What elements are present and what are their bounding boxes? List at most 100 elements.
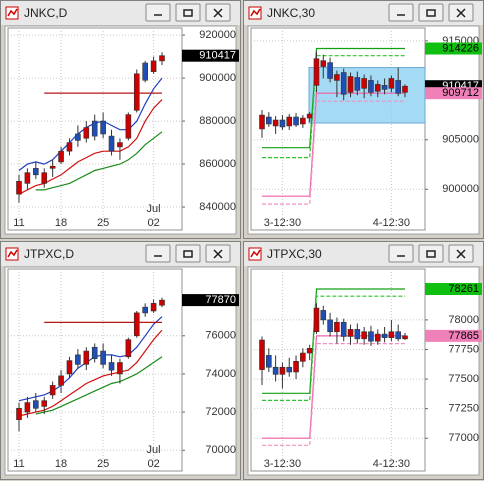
candle-body [272, 119, 279, 127]
candle-body [354, 329, 361, 340]
plot-frame [250, 27, 426, 231]
y-tick-label: 72000 [205, 406, 236, 418]
candle-body [361, 78, 367, 89]
candle-body [354, 77, 361, 91]
x-tick-label: 18 [55, 217, 67, 229]
restore-button-face[interactable] [418, 3, 444, 22]
close-button-glyph[interactable] [456, 249, 466, 259]
indicator-line [18, 329, 163, 417]
candle-body [150, 303, 157, 312]
candle-body [159, 299, 165, 306]
y-tick-label: 70000 [205, 444, 236, 456]
candle-body [108, 362, 115, 371]
candle-body [66, 360, 73, 375]
minimize-button-face[interactable] [145, 3, 171, 22]
candle-body [395, 80, 401, 94]
close-button[interactable] [448, 244, 474, 263]
minimize-button-face[interactable] [388, 3, 414, 22]
minimize-button-face[interactable] [388, 244, 414, 263]
y-tick-label: 860000 [199, 158, 236, 170]
candle-body [117, 142, 123, 148]
close-button-glyph[interactable] [456, 8, 466, 18]
y-tick-label: 920000 [199, 29, 236, 41]
restore-button[interactable] [175, 3, 201, 22]
restore-button-glyph[interactable] [183, 9, 193, 17]
candle-body [368, 331, 374, 342]
candle-body [368, 80, 374, 93]
x-tick-label: 11 [13, 217, 24, 229]
y-tick-label: 77000 [448, 432, 479, 444]
minimize-button[interactable] [388, 244, 414, 263]
candle-body [286, 116, 293, 127]
y-tick-label: 77250 [448, 403, 479, 415]
candle-body [58, 150, 64, 163]
candle-body [159, 55, 165, 62]
restore-button-glyph[interactable] [426, 250, 436, 258]
candle-body [327, 62, 333, 79]
candle-body [340, 72, 347, 95]
candle-body [388, 78, 395, 89]
plot-frame [250, 268, 426, 472]
candle-body [293, 361, 299, 373]
candle-body [279, 119, 286, 128]
candle-body [24, 402, 31, 413]
month-label: Jul [147, 444, 161, 456]
candle-body [293, 116, 299, 126]
x-tick-label: 4-12:30 [373, 217, 410, 229]
candle-body [279, 366, 286, 375]
y-tick-label: 74000 [205, 368, 236, 380]
close-button-glyph[interactable] [213, 8, 223, 18]
restore-button-face[interactable] [175, 3, 201, 22]
window-icon-glyph [7, 8, 18, 17]
candle-body [306, 113, 313, 119]
y-tick-label: 77750 [448, 343, 479, 355]
y-tick-label: 900000 [442, 183, 479, 195]
indicator-line [262, 92, 405, 197]
close-button[interactable] [448, 3, 474, 22]
restore-button-glyph[interactable] [183, 250, 193, 258]
y-tick-label: 76000 [205, 330, 236, 342]
minimize-button-face[interactable] [145, 244, 171, 263]
window-title: JTPXC,30 [267, 247, 322, 261]
minimize-button[interactable] [145, 3, 171, 22]
y-tick-label: 77500 [448, 373, 479, 385]
close-button[interactable] [205, 244, 231, 263]
restore-button[interactable] [418, 3, 444, 22]
close-button-glyph[interactable] [213, 249, 223, 259]
minimize-button[interactable] [388, 3, 414, 22]
candle-body [259, 114, 265, 130]
restore-button-face[interactable] [418, 244, 444, 263]
candle-body [100, 350, 106, 365]
price-label: 914226 [442, 42, 479, 54]
candle-body [142, 306, 148, 314]
candle-body [313, 58, 320, 86]
x-tick-label: 02 [147, 217, 159, 229]
candle-body [340, 321, 347, 337]
plot-frame [7, 27, 183, 231]
window-title: JNKC,30 [267, 6, 315, 20]
candle-body [327, 319, 333, 333]
restore-button-glyph[interactable] [426, 9, 436, 17]
price-label: 909712 [442, 87, 479, 99]
candle-body [75, 354, 81, 365]
close-button[interactable] [205, 3, 231, 22]
price-label-box [425, 283, 482, 296]
candle-body [320, 60, 327, 67]
candle-body [58, 375, 64, 386]
restore-button[interactable] [175, 244, 201, 263]
chart-window: JTPXC,30 78000 77750 77500 77250 77000 3-12:30… [243, 241, 484, 480]
restore-button-face[interactable] [175, 244, 201, 263]
minimize-button[interactable] [145, 244, 171, 263]
window-icon-glyph [7, 249, 18, 258]
y-tick-label: 880000 [199, 115, 236, 127]
candle-body [117, 362, 123, 375]
candle-body [133, 312, 140, 337]
indicator-line [18, 316, 163, 402]
candle-body [142, 62, 148, 81]
indicator-line [18, 99, 163, 195]
candle-body [266, 355, 272, 368]
restore-button[interactable] [418, 244, 444, 263]
candle-body [306, 347, 313, 354]
